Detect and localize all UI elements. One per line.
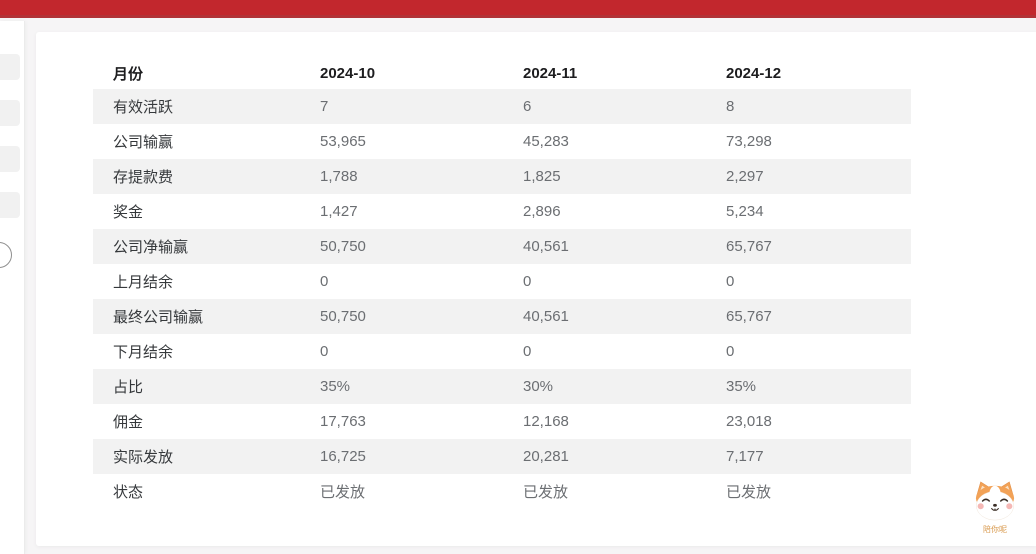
row-value: 45,283 [523,133,569,150]
row-value: 73,298 [726,133,772,150]
row-label: 奖金 [113,204,144,221]
row-label: 占比 [113,379,144,396]
top-red-bar [0,0,1036,18]
row-value: 16,725 [320,448,366,465]
report-card: 月份 2024-10 2024-11 2024-12 有效活跃 7 6 8 公司输赢 53… [36,32,1036,546]
row-label: 最终公司输赢 [113,309,204,326]
row-value: 35% [726,378,757,395]
row-value: 8 [726,98,735,115]
row-value: 12,168 [523,413,569,430]
row-value: 40,561 [523,308,569,325]
sidebar-item[interactable] [0,100,20,126]
row-value: 7 [320,98,329,115]
row-value: 已发放 [523,484,569,501]
row-value: 1,825 [523,168,561,185]
table-row: 佣金 17,763 12,168 23,018 [93,404,911,439]
row-value: 7,177 [726,448,764,465]
sidebar-item[interactable] [0,146,20,172]
row-value: 50,750 [320,308,366,325]
row-value: 2,297 [726,168,764,185]
table-row: 有效活跃 7 6 8 [93,89,911,124]
row-value: 0 [523,343,532,360]
row-value: 17,763 [320,413,366,430]
monthly-report-table: 月份 2024-10 2024-11 2024-12 有效活跃 7 6 8 公司输赢 53… [93,58,911,509]
row-value: 50,750 [320,238,366,255]
row-value: 6 [523,98,532,115]
table-body: 有效活跃 7 6 8 公司输赢 53,965 45,283 73,298 存提款费 1,788 1,… [93,89,911,509]
table-row: 存提款费 1,788 1,825 2,297 [93,159,911,194]
row-value: 23,018 [726,413,772,430]
column-header-2024-11: 2024-11 [523,65,578,82]
table-row: 占比 35% 30% 35% [93,369,911,404]
table-row: 奖金 1,427 2,896 5,234 [93,194,911,229]
collapsed-sidebar [0,21,25,554]
row-label: 佣金 [113,414,144,431]
sidebar-item[interactable] [0,192,20,218]
row-label: 公司净输赢 [113,239,189,256]
table-row: 下月结余 0 0 0 [93,334,911,369]
row-label: 存提款费 [113,169,174,186]
table-row: 公司输赢 53,965 45,283 73,298 [93,124,911,159]
column-header-2024-10: 2024-10 [320,65,376,82]
row-value: 35% [320,378,351,395]
row-label: 上月结余 [113,274,174,291]
row-value: 65,767 [726,308,772,325]
shiba-dog-icon [972,481,1018,526]
row-label: 实际发放 [113,449,174,466]
row-value: 5,234 [726,203,764,220]
row-label: 公司输赢 [113,134,174,151]
table-row: 上月结余 0 0 0 [93,264,911,299]
row-label: 有效活跃 [113,99,174,116]
table-row: 公司净输赢 50,750 40,561 65,767 [93,229,911,264]
row-value: 已发放 [726,484,772,501]
table-row: 实际发放 16,725 20,281 7,177 [93,439,911,474]
table-row: 最终公司输赢 50,750 40,561 65,767 [93,299,911,334]
mascot-caption: 陪你呢 [983,525,1007,534]
row-value: 0 [320,343,329,360]
row-value: 2,896 [523,203,561,220]
table-row: 状态 已发放 已发放 已发放 [93,474,911,509]
row-value: 30% [523,378,554,395]
row-value: 0 [726,343,735,360]
column-header-month: 月份 [113,66,144,83]
row-value: 1,427 [320,203,358,220]
mascot-helper-widget[interactable]: 陪你呢 [972,480,1018,534]
row-value: 65,767 [726,238,772,255]
row-value: 53,965 [320,133,366,150]
row-value: 1,788 [320,168,358,185]
sidebar-collapse-handle[interactable] [0,242,12,268]
row-value: 0 [726,273,735,290]
sidebar-item[interactable] [0,54,20,80]
row-value: 0 [320,273,329,290]
column-header-2024-12: 2024-12 [726,65,782,82]
row-label: 下月结余 [113,344,174,361]
row-value: 已发放 [320,484,366,501]
table-header-row: 月份 2024-10 2024-11 2024-12 [93,58,911,89]
row-value: 0 [523,273,532,290]
row-value: 40,561 [523,238,569,255]
row-label: 状态 [113,484,144,501]
row-value: 20,281 [523,448,569,465]
